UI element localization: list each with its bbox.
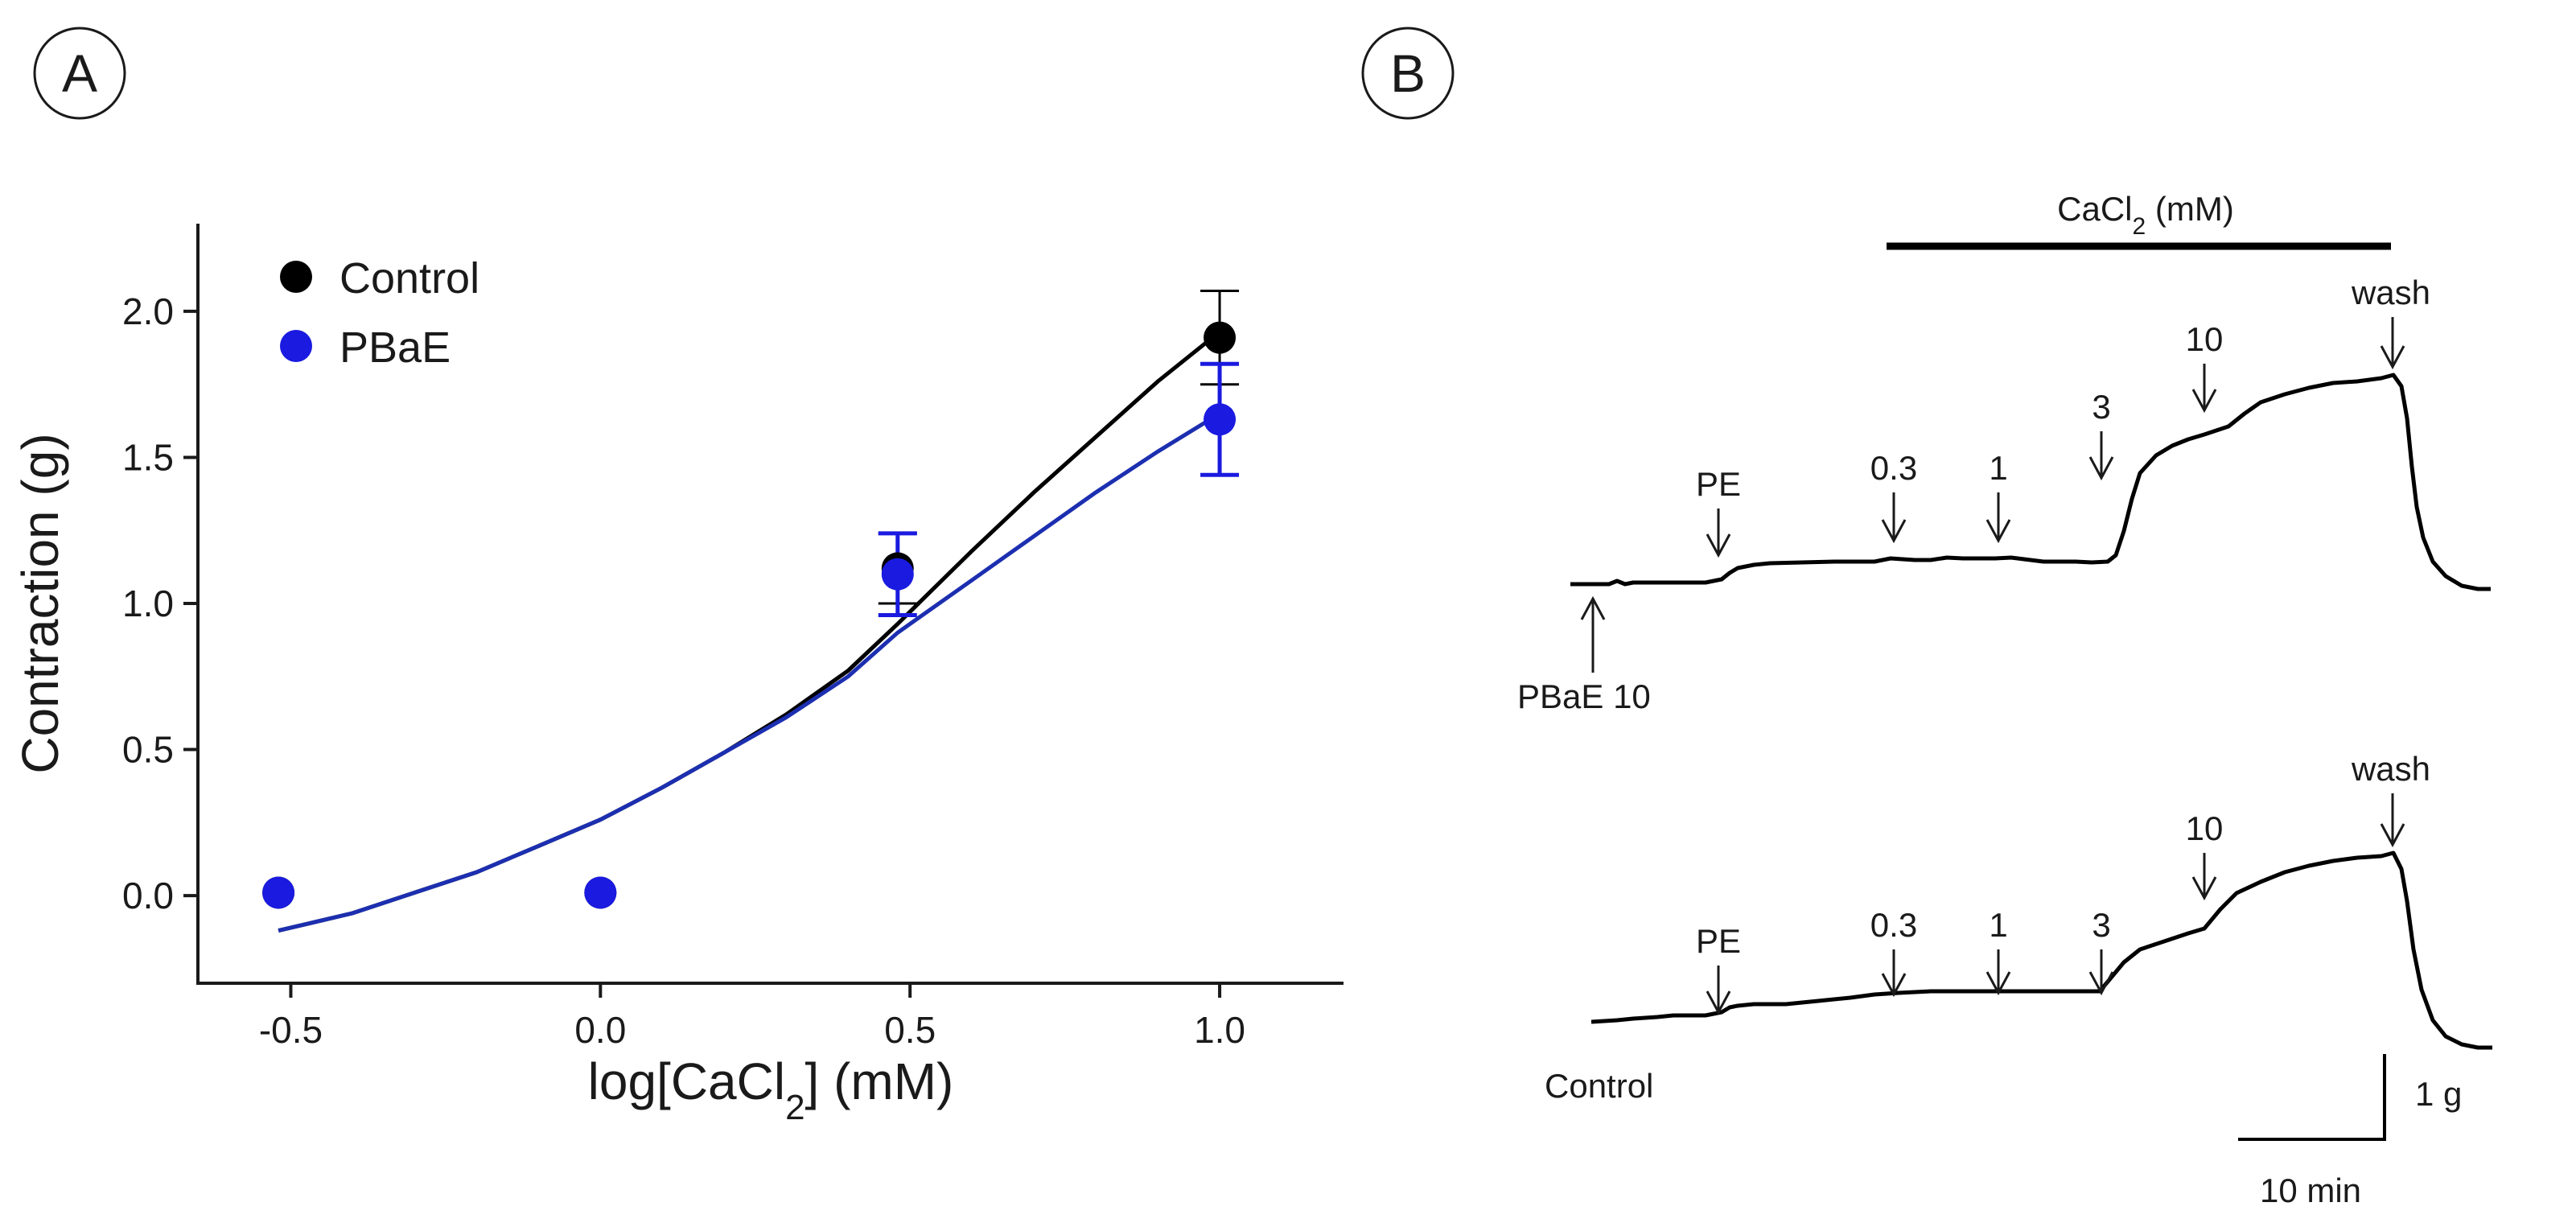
- control-arrowhead-0-3: [1881, 973, 1907, 998]
- x-axis-title: log[CaCl2] (mM): [588, 1052, 954, 1127]
- control-event-label-10: 10: [2186, 809, 2224, 847]
- panel-a-badge: [33, 27, 126, 120]
- control-arrowhead-1: [1985, 971, 2011, 996]
- y-tick-label: 1.0: [122, 583, 174, 624]
- trace-control: Control PE 0.3 1 3 10: [1545, 750, 2492, 1105]
- control-event-pe: PE: [1696, 922, 1741, 1015]
- y-tick-label: 0.0: [122, 875, 174, 916]
- pbae-event-label-10: 10: [2186, 320, 2224, 358]
- control-event-3: 3: [2088, 906, 2114, 996]
- control-event-label-0-3: 0.3: [1870, 906, 1917, 944]
- scale-bar: 1 g 10 min: [2238, 1054, 2462, 1209]
- control-arrowhead-wash: [2380, 823, 2405, 848]
- panel-a-ticks: 0.0 0.5 1.0 1.5 2.0 -0.5 0.0 0.5 1.0: [122, 290, 1245, 1051]
- control-event-label-wash: wash: [2351, 750, 2430, 788]
- pbae-start-label: PBaE 10: [1517, 677, 1651, 715]
- pbae-arrowhead-0-3: [1881, 519, 1907, 544]
- scale-bar-time-label: 10 min: [2260, 1172, 2361, 1209]
- control-event-1: 1: [1985, 906, 2011, 996]
- y-axis-title: Contraction (g): [11, 433, 69, 773]
- pbae-event-wash: wash: [2351, 274, 2430, 370]
- pbae-event-label-wash: wash: [2351, 274, 2430, 311]
- panel-b-badge: [1361, 27, 1455, 120]
- legend-label-control: Control: [339, 254, 479, 303]
- data-point-pbae: [1204, 403, 1237, 436]
- panel-b: B CaCl2 (mM) PBaE 10 PE 0.3 1: [1361, 27, 2492, 1209]
- panel-a: A Contraction (g) log[CaCl2] (mM) 0.0 0.5…: [11, 27, 1344, 1127]
- pbae-event-label-0-3: 0.3: [1870, 449, 1917, 487]
- trace-pbae: PBaE 10 PE 0.3 1 3: [1517, 274, 2491, 715]
- x-tick-label: -0.5: [259, 1009, 323, 1051]
- data-point-pbae: [262, 876, 295, 909]
- control-arrowhead-pe: [1706, 990, 1731, 1015]
- control-start-label: Control: [1545, 1067, 1653, 1105]
- x-tick-label: 0.5: [884, 1009, 936, 1051]
- data-point-pbae: [584, 876, 617, 909]
- legend-label-pbae: PBaE: [339, 323, 451, 372]
- y-tick-label: 2.0: [122, 290, 174, 332]
- control-event-label-3: 3: [2092, 906, 2110, 944]
- control-arrowhead-10: [2191, 876, 2217, 901]
- panel-a-data-points: [262, 321, 1237, 909]
- pbae-event-label-3: 3: [2092, 388, 2110, 426]
- trace-control-line: [1590, 850, 2492, 1050]
- data-point-control: [1204, 321, 1237, 354]
- pbae-event-label-pe: PE: [1696, 465, 1741, 503]
- pbae-arrowhead-10: [2191, 389, 2217, 414]
- y-tick-label: 0.5: [122, 729, 174, 771]
- legend-marker-control: [280, 261, 312, 293]
- control-event-0-3: 0.3: [1870, 906, 1917, 998]
- panel-a-letter: A: [62, 43, 97, 103]
- control-event-label-pe: PE: [1696, 922, 1741, 960]
- pbae-start-arrow-head: [1580, 595, 1606, 620]
- pbae-arrowhead-3: [2088, 456, 2114, 481]
- pbae-event-label-1: 1: [1989, 449, 2007, 487]
- pbae-arrowhead-wash: [2380, 345, 2405, 370]
- y-tick-label: 1.5: [122, 436, 174, 478]
- x-tick-label: 1.0: [1194, 1009, 1245, 1051]
- pbae-event-pe: PE: [1696, 465, 1741, 558]
- data-point-pbae: [881, 558, 914, 591]
- control-event-wash: wash: [2351, 750, 2430, 848]
- panel-b-letter: B: [1390, 43, 1426, 103]
- pbae-event-1: 1: [1985, 449, 2011, 544]
- fit-curve-control: [278, 330, 1221, 933]
- pbae-arrowhead-1: [1985, 519, 2011, 544]
- pbae-start-marker: PBaE 10: [1517, 595, 1651, 715]
- panel-a-fit-curves: [278, 330, 1221, 933]
- panel-a-error-bars: [878, 290, 1240, 618]
- legend: Control PBaE: [280, 254, 479, 372]
- control-arrowhead-3: [2088, 971, 2114, 996]
- trace-pbae-line: [1570, 373, 2491, 591]
- pbae-arrowhead-pe: [1706, 533, 1731, 558]
- cacl2-bar-label: CaCl2 (mM): [2057, 190, 2234, 240]
- scale-bar-force-label: 1 g: [2415, 1075, 2462, 1113]
- fit-curve-pbae: [278, 411, 1221, 933]
- control-event-10: 10: [2186, 809, 2224, 901]
- pbae-event-10: 10: [2186, 320, 2224, 414]
- pbae-event-3: 3: [2088, 388, 2114, 481]
- x-tick-label: 0.0: [574, 1009, 626, 1051]
- control-event-label-1: 1: [1989, 906, 2007, 944]
- pbae-event-0-3: 0.3: [1870, 449, 1917, 544]
- legend-marker-pbae: [280, 330, 312, 362]
